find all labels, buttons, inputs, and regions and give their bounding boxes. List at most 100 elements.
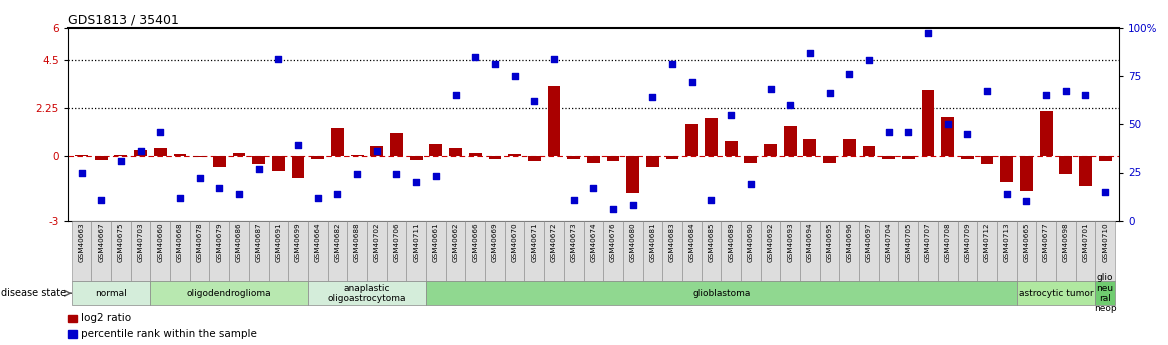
Bar <box>1096 221 1115 281</box>
Text: GSM40687: GSM40687 <box>256 223 262 262</box>
Point <box>1096 189 1114 195</box>
Text: GSM40677: GSM40677 <box>1043 223 1049 262</box>
Bar <box>544 221 564 281</box>
Point <box>860 58 878 63</box>
Point <box>820 90 839 96</box>
Bar <box>71 281 151 305</box>
Text: astrocytic tumor: astrocytic tumor <box>1018 289 1093 298</box>
Bar <box>193 156 206 157</box>
Bar <box>1059 156 1072 174</box>
Text: GSM40695: GSM40695 <box>827 223 833 262</box>
Bar <box>1040 111 1052 156</box>
Text: GSM40707: GSM40707 <box>925 223 931 262</box>
Bar <box>151 281 308 305</box>
Bar <box>450 148 461 156</box>
Text: GSM40708: GSM40708 <box>945 223 951 262</box>
Point <box>840 71 858 77</box>
Bar <box>878 221 898 281</box>
Bar <box>548 86 561 156</box>
Bar <box>961 156 974 159</box>
Point <box>584 185 603 191</box>
Text: GSM40699: GSM40699 <box>296 223 301 262</box>
Bar <box>95 156 107 160</box>
Bar <box>151 221 171 281</box>
Bar <box>564 221 584 281</box>
Bar <box>646 156 659 167</box>
Bar <box>508 154 521 156</box>
Point <box>190 176 209 181</box>
Point <box>348 172 367 177</box>
Text: oligodendroglioma: oligodendroglioma <box>187 289 271 298</box>
Text: GSM40665: GSM40665 <box>1023 223 1029 262</box>
Text: GSM40667: GSM40667 <box>98 223 104 262</box>
Text: GSM40679: GSM40679 <box>216 223 222 262</box>
Point <box>288 143 307 148</box>
Point <box>406 179 425 185</box>
Bar <box>426 221 446 281</box>
Bar <box>823 156 836 163</box>
Bar <box>232 153 245 156</box>
Bar <box>800 221 820 281</box>
Text: GSM40693: GSM40693 <box>787 223 793 262</box>
Text: GSM40683: GSM40683 <box>669 223 675 262</box>
Bar <box>308 221 327 281</box>
Point <box>368 148 387 154</box>
Bar <box>367 221 387 281</box>
Bar <box>488 156 501 159</box>
Point <box>131 148 150 154</box>
Bar <box>922 90 934 156</box>
Text: GSM40697: GSM40697 <box>865 223 872 262</box>
Bar <box>760 221 780 281</box>
Bar <box>410 156 423 160</box>
Bar <box>862 146 875 156</box>
Bar <box>75 155 88 156</box>
Bar <box>171 221 189 281</box>
Bar <box>938 221 958 281</box>
Bar <box>249 221 269 281</box>
Point <box>662 61 681 67</box>
Bar <box>1036 221 1056 281</box>
Point <box>92 197 111 202</box>
Text: GSM40663: GSM40663 <box>78 223 84 262</box>
Point <box>644 95 662 100</box>
Bar <box>741 221 760 281</box>
Bar <box>724 141 737 156</box>
Bar <box>666 156 679 159</box>
Text: GSM40666: GSM40666 <box>472 223 478 262</box>
Point <box>171 195 189 200</box>
Point <box>899 129 918 135</box>
Bar <box>1099 156 1112 161</box>
Point <box>564 197 583 202</box>
Bar <box>840 221 860 281</box>
Point <box>722 112 741 117</box>
Point <box>269 56 287 61</box>
Bar <box>406 221 426 281</box>
Text: GSM40680: GSM40680 <box>630 223 635 262</box>
Text: GSM40694: GSM40694 <box>807 223 813 262</box>
Text: GSM40691: GSM40691 <box>276 223 281 262</box>
Point <box>624 203 642 208</box>
Bar <box>1016 221 1036 281</box>
Text: GSM40673: GSM40673 <box>571 223 577 262</box>
Text: GSM40674: GSM40674 <box>590 223 597 262</box>
Text: GSM40660: GSM40660 <box>158 223 164 262</box>
Text: GSM40672: GSM40672 <box>551 223 557 262</box>
Bar <box>308 281 426 305</box>
Bar <box>312 156 325 159</box>
Bar <box>820 221 840 281</box>
Text: GSM40682: GSM40682 <box>334 223 340 262</box>
Bar <box>784 126 797 156</box>
Bar <box>468 153 481 156</box>
Bar <box>68 315 77 322</box>
Bar <box>387 221 406 281</box>
Bar <box>465 221 485 281</box>
Bar <box>350 155 363 156</box>
Bar <box>347 221 367 281</box>
Bar <box>1020 156 1033 191</box>
Bar <box>252 156 265 164</box>
Text: GSM40704: GSM40704 <box>885 223 891 262</box>
Text: glioblastoma: glioblastoma <box>693 289 751 298</box>
Bar <box>898 221 918 281</box>
Bar <box>189 221 209 281</box>
Point <box>308 195 327 200</box>
